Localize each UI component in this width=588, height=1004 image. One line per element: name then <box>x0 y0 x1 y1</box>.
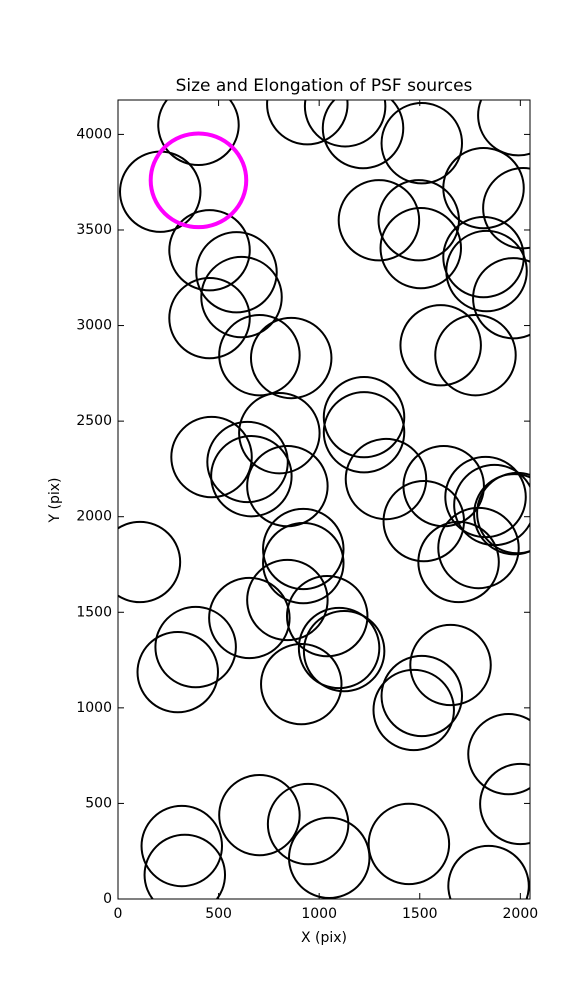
psf-ellipse <box>472 257 530 340</box>
psf-ellipse <box>246 558 329 642</box>
psf-ellipse <box>170 415 253 499</box>
psf-ellipse <box>297 606 381 690</box>
psf-ellipse <box>210 435 293 518</box>
psf-ellipse <box>344 437 428 521</box>
y-tick-label: 2000 <box>76 509 112 525</box>
psf-ellipse <box>473 473 530 556</box>
psf-ellipse <box>266 782 350 866</box>
psf-ellipse <box>168 209 251 292</box>
x-tick-label: 500 <box>205 906 232 922</box>
psf-ellipse <box>442 146 525 230</box>
psf-ellipse <box>200 255 283 339</box>
psf-ellipse <box>321 100 405 170</box>
psf-ellipse <box>262 507 345 591</box>
psf-ellipse <box>437 506 520 590</box>
x-tick-label: 2000 <box>503 906 539 922</box>
axes-frame <box>117 99 531 900</box>
x-tick-label: 1500 <box>402 906 438 922</box>
y-tick-label: 1500 <box>76 604 112 620</box>
y-axis-label: Y (pix) <box>47 478 63 524</box>
psf-ellipse <box>467 712 530 796</box>
psf-ellipse <box>303 100 387 148</box>
psf-ellipse <box>380 654 464 738</box>
psf-ellipse <box>372 668 455 752</box>
psf-ellipse <box>399 304 482 387</box>
psf-ellipse <box>477 100 530 157</box>
y-tick-label: 4000 <box>76 126 112 142</box>
psf-ellipse <box>476 471 530 555</box>
psf-ellipse <box>266 100 349 146</box>
psf-ellipse <box>285 574 369 658</box>
psf-ellipse <box>195 231 278 314</box>
psf-ellipse <box>143 833 227 899</box>
psf-ellipse <box>262 522 345 605</box>
psf-ellipse <box>322 391 406 474</box>
psf-ellipse <box>367 802 451 886</box>
psf-ellipse <box>208 576 291 660</box>
y-tick-label: 3000 <box>76 318 112 334</box>
psf-ellipse <box>154 605 237 689</box>
y-tick-label: 2500 <box>76 413 112 429</box>
y-tick-label: 500 <box>85 795 112 811</box>
psf-ellipse <box>140 804 224 888</box>
psf-ellipse <box>157 100 240 166</box>
x-tick-label: 1000 <box>301 906 337 922</box>
y-tick-label: 3500 <box>76 222 112 238</box>
psf-ellipse <box>218 773 301 857</box>
psf-ellipse <box>417 520 500 604</box>
psf-ellipse <box>409 623 492 707</box>
psf-ellipse <box>453 463 530 547</box>
psf-ellipse <box>302 609 386 693</box>
psf-ellipse <box>238 392 321 475</box>
plot-area <box>118 100 530 899</box>
y-tick-label: 1000 <box>76 700 112 716</box>
psf-ellipse <box>260 643 343 726</box>
psf-ellipse <box>218 314 301 397</box>
chart-title: Size and Elongation of PSF sources <box>176 76 473 96</box>
psf-ellipse <box>168 276 251 360</box>
psf-ellipse <box>118 520 182 604</box>
psf-ellipse <box>322 375 406 459</box>
psf-ellipse <box>249 316 333 400</box>
x-tick-label: 0 <box>114 906 123 922</box>
psf-ellipse <box>380 102 464 185</box>
psf-ellipse <box>447 844 530 899</box>
psf-ellipse <box>337 179 421 262</box>
psf-ellipse <box>148 131 249 230</box>
psf-ellipse <box>206 420 289 504</box>
y-tick-label: 0 <box>103 891 112 907</box>
psf-ellipse <box>136 630 219 714</box>
psf-ellipse <box>445 229 528 313</box>
psf-ellipse <box>288 816 371 899</box>
psf-ellipse <box>479 762 530 846</box>
x-axis-label: X (pix) <box>301 930 347 946</box>
psf-ellipse <box>379 206 462 290</box>
psf-ellipse <box>434 314 517 397</box>
